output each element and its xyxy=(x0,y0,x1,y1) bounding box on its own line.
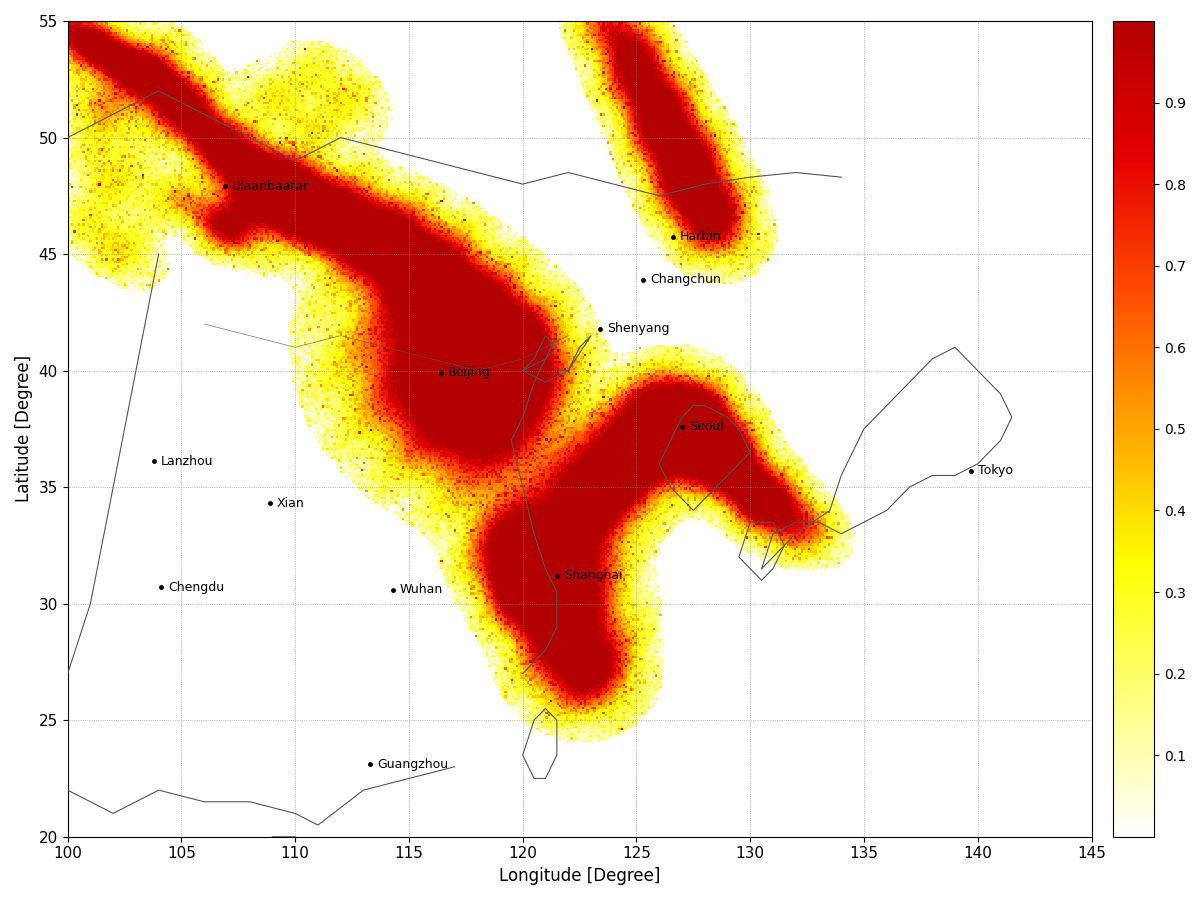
Text: Guangzhou: Guangzhou xyxy=(377,758,448,771)
Text: Xian: Xian xyxy=(277,497,305,510)
Text: Wuhan: Wuhan xyxy=(400,583,443,596)
Text: Beijing: Beijing xyxy=(448,366,490,380)
Text: Chengdu: Chengdu xyxy=(168,580,223,594)
Y-axis label: Latitude [Degree]: Latitude [Degree] xyxy=(14,356,32,502)
Text: Harbin: Harbin xyxy=(680,230,721,243)
Text: Tokyo: Tokyo xyxy=(978,464,1012,477)
Text: Seoul: Seoul xyxy=(689,420,723,433)
Text: Shanghai: Shanghai xyxy=(563,569,622,582)
X-axis label: Longitude [Degree]: Longitude [Degree] xyxy=(498,867,661,885)
Text: Shenyang: Shenyang xyxy=(607,322,669,335)
Text: Changchun: Changchun xyxy=(650,274,721,286)
Text: Lanzhou: Lanzhou xyxy=(161,455,214,468)
Text: Ulaanbaatar: Ulaanbaatar xyxy=(232,180,309,193)
